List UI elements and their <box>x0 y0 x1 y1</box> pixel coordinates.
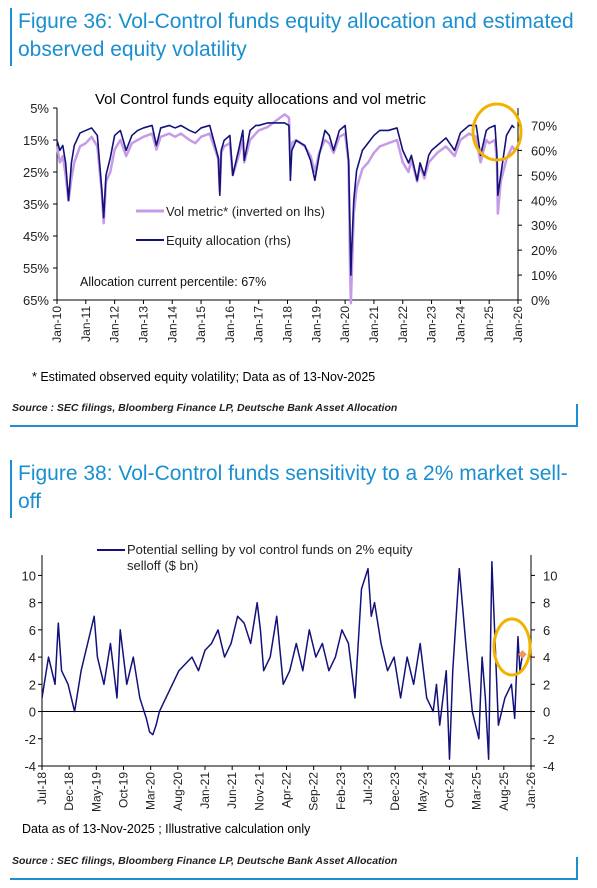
chart2-right-tick-label: -2 <box>543 732 555 747</box>
chart2-x-tick-label: Jul-18 <box>35 772 49 805</box>
chart2-left-tick-label: 10 <box>22 568 36 583</box>
chart1-left-tick-label: 55% <box>23 261 49 276</box>
chart1-x-tick-label: Jan-19 <box>309 306 323 343</box>
chart2-x-tick-label: Sep-22 <box>307 772 321 811</box>
legend-potential-selling-label: Potential selling by vol control funds o… <box>127 542 416 573</box>
figure36-frame-bottom <box>10 425 578 427</box>
chart1-x-tick-label: Jan-14 <box>165 306 179 343</box>
chart1-x-tick-labels: Jan-10 Jan-11 Jan-12 Jan-13 Jan-14 Jan-15 Jan-… <box>50 300 525 343</box>
chart1-title: Vol Control funds equity allocations and… <box>95 91 427 108</box>
chart1-x-tick-label: Jan-11 <box>79 306 93 342</box>
chart1-x-tick-label: Jan-17 <box>252 306 266 343</box>
figure36-chart: Vol Control funds equity allocations and… <box>23 91 557 343</box>
chart2-x-tick-label: May-19 <box>89 772 103 812</box>
chart2-x-tick-label: Dec-23 <box>388 772 402 811</box>
chart2-left-tick-label: 2 <box>29 677 36 692</box>
chart1-right-tick-labels: 0% 10% 20% 30% 40% 50% 60% 70% <box>518 118 557 308</box>
chart2-x-tick-label: May-24 <box>415 772 429 812</box>
chart1-x-tick-label: Jan-13 <box>136 306 150 343</box>
chart2-right-tick-label: 2 <box>543 677 550 692</box>
chart1-x-tick-label: Jan-26 <box>511 306 525 343</box>
figure38-footnote: Data as of 13-Nov-2025 ; Illustrative ca… <box>22 822 311 836</box>
figure36-source: Source : SEC filings, Bloomberg Finance … <box>12 402 398 414</box>
figure36-frame-right <box>576 404 578 427</box>
figure38-frame-right <box>576 857 578 880</box>
chart2-x-tick-label: Mar-20 <box>144 772 158 810</box>
chart1-right-tick-label: 40% <box>531 193 557 208</box>
chart2-x-tick-label: Aug-20 <box>171 772 185 811</box>
chart1-x-tick-label: Jan-20 <box>338 306 352 343</box>
chart2-right-tick-labels: -4 -2 0 2 4 6 8 10 <box>531 568 557 774</box>
series-potential-selling-line <box>41 561 524 760</box>
chart2-left-tick-label: -2 <box>24 732 36 747</box>
chart1-highlight-circle <box>471 102 523 162</box>
chart2-x-tick-label: Oct-24 <box>443 772 457 808</box>
series-equity-allocation-line <box>56 122 515 276</box>
chart1-right-tick-label: 10% <box>531 268 557 283</box>
chart2-right-tick-label: -4 <box>543 759 555 774</box>
chart2-highlight-circle <box>492 617 532 677</box>
chart1-right-tick-label: 20% <box>531 243 557 258</box>
chart2-right-tick-label: 8 <box>543 596 550 611</box>
figure38-frame-bottom <box>10 878 578 880</box>
chart2-x-tick-label: Jul-23 <box>361 772 375 805</box>
chart1-x-tick-label: Jan-10 <box>50 306 64 343</box>
chart2-right-tick-label: 4 <box>543 650 550 665</box>
chart1-left-tick-label: 25% <box>23 165 49 180</box>
chart2-x-tick-label: Oct-19 <box>117 772 131 808</box>
chart1-x-tick-label: Jan-12 <box>108 306 122 343</box>
chart2-x-tick-label: Jan-21 <box>198 772 212 809</box>
figure38-title: Figure 38: Vol-Control funds sensitivity… <box>10 460 578 518</box>
chart2-x-tick-labels: Jul-18 Dec-18 May-19 Oct-19 Mar-20 Aug-20 Jan-… <box>35 766 538 812</box>
chart1-left-tick-label: 5% <box>30 101 49 116</box>
chart2-x-tick-label: Feb-23 <box>334 772 348 810</box>
chart2-left-tick-labels: -4 -2 0 2 4 6 8 10 <box>22 568 42 774</box>
chart1-x-tick-label: Jan-15 <box>194 306 208 343</box>
legend-vol-metric-label: Vol metric* (inverted on lhs) <box>166 204 325 219</box>
chart1-right-tick-label: 60% <box>531 143 557 158</box>
chart2-left-tick-label: 4 <box>29 650 36 665</box>
figure36-title: Figure 36: Vol-Control funds equity allo… <box>10 8 578 66</box>
chart1-left-tick-label: 15% <box>23 133 49 148</box>
figure38-chart: -4 -2 0 2 4 6 8 10 -4 -2 0 2 4 6 8 10 Jul-18 Dec-18 May-… <box>22 542 558 812</box>
chart1-x-tick-label: Jan-22 <box>396 306 410 343</box>
chart2-x-tick-label: Mar-25 <box>470 772 484 810</box>
chart1-x-tick-label: Jan-21 <box>367 306 381 343</box>
chart2-left-tick-label: 0 <box>29 705 36 720</box>
chart1-right-tick-label: 50% <box>531 168 557 183</box>
chart2-right-tick-label: 6 <box>543 623 550 638</box>
chart2-left-tick-label: 6 <box>29 623 36 638</box>
chart1-x-tick-label: Jan-25 <box>482 306 496 343</box>
chart1-x-tick-label: Jan-16 <box>223 306 237 343</box>
chart2-x-tick-label: Apr-22 <box>280 772 294 808</box>
figure36-footnote: * Estimated observed equity volatility; … <box>32 370 376 384</box>
chart2-x-tick-label: Jan-26 <box>524 772 538 809</box>
chart2-left-tick-label: 8 <box>29 596 36 611</box>
legend-equity-allocation-label: Equity allocation (rhs) <box>166 233 291 248</box>
chart1-right-tick-label: 0% <box>531 293 550 308</box>
chart1-x-tick-label: Jan-18 <box>281 306 295 343</box>
chart2-left-tick-label: -4 <box>24 759 36 774</box>
chart1-x-tick-label: Jan-23 <box>425 306 439 343</box>
chart2-x-tick-label: Nov-21 <box>252 772 266 811</box>
chart2-x-tick-label: Jun-21 <box>225 772 239 809</box>
figure38-source: Source : SEC filings, Bloomberg Finance … <box>12 855 398 867</box>
chart1-right-tick-label: 70% <box>531 118 557 133</box>
chart1-left-tick-label: 35% <box>23 197 49 212</box>
chart1-left-tick-label: 65% <box>23 293 49 308</box>
chart2-x-tick-label: Dec-18 <box>62 772 76 811</box>
chart2-series <box>41 561 527 760</box>
chart1-x-tick-label: Jan-24 <box>453 306 467 343</box>
chart2-x-tick-label: Aug-25 <box>497 772 511 811</box>
chart1-annotation: Allocation current percentile: 67% <box>80 275 266 289</box>
series-vol-metric-line <box>55 113 516 305</box>
chart1-right-tick-label: 30% <box>531 218 557 233</box>
chart2-right-tick-label: 0 <box>543 705 550 720</box>
chart1-series <box>55 113 516 305</box>
chart1-left-tick-label: 45% <box>23 229 49 244</box>
chart2-right-tick-label: 10 <box>543 568 557 583</box>
chart1-left-tick-labels: 5% 15% 25% 35% 45% 55% 65% <box>23 101 57 308</box>
